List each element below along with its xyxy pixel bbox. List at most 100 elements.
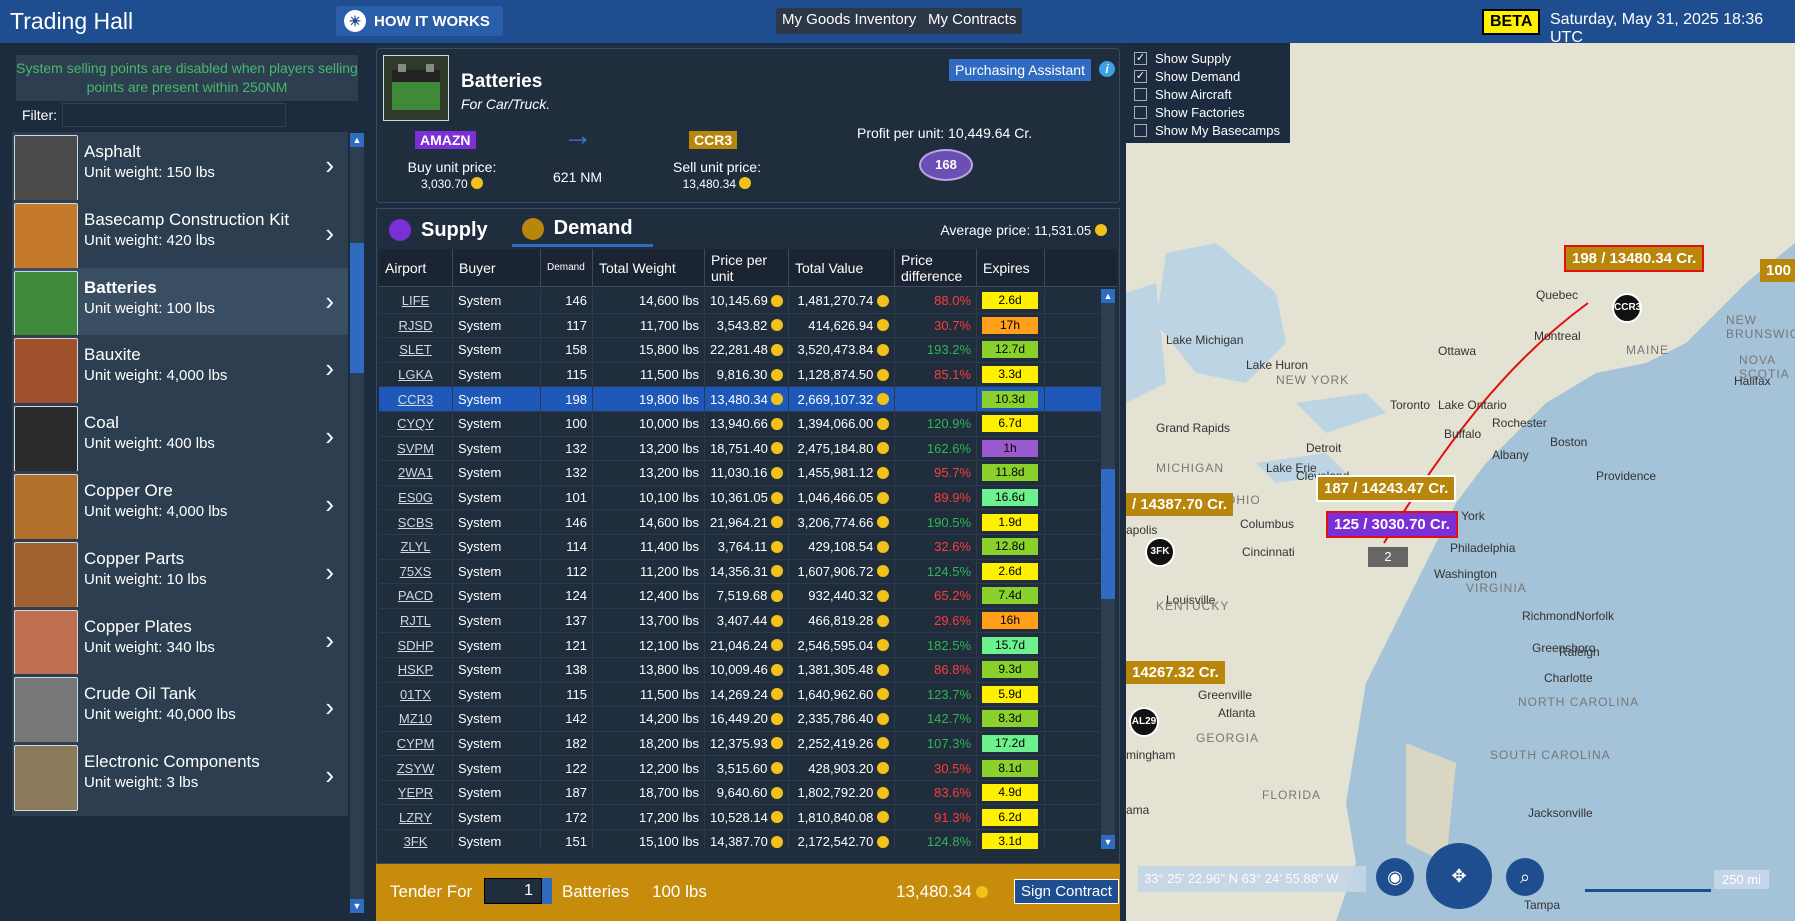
- goods-item[interactable]: Copper Parts Unit weight: 10 lbs ›: [12, 538, 348, 613]
- table-row[interactable]: ES0G System 101 10,100 lbs 10,361.05 1,046,4…: [379, 485, 1101, 511]
- table-row[interactable]: ZSYW System 122 12,200 lbs 3,515.60 428,903.…: [379, 756, 1101, 781]
- column-header[interactable]: Total Weight: [593, 249, 705, 286]
- goods-list-scrollbar[interactable]: ▲ ▼: [350, 133, 364, 913]
- goods-item[interactable]: Copper Ore Unit weight: 4,000 lbs ›: [12, 471, 348, 545]
- filter-input[interactable]: [62, 103, 286, 127]
- scrollbar-thumb[interactable]: [350, 243, 364, 373]
- airport-link[interactable]: RJTL: [379, 608, 453, 633]
- map-cluster-marker[interactable]: 2: [1368, 547, 1408, 567]
- table-row[interactable]: HSKP System 138 13,800 lbs 10,009.46 1,381,3…: [379, 657, 1101, 683]
- contracts-button[interactable]: My Contracts: [922, 8, 1023, 34]
- layer-toggle[interactable]: Show Factories: [1134, 103, 1282, 121]
- quantity-stepper[interactable]: [542, 878, 552, 904]
- table-scrollbar[interactable]: ▲ ▼: [1101, 289, 1115, 849]
- map-basecamp-marker[interactable]: 3FK: [1145, 537, 1175, 567]
- goods-item[interactable]: Basecamp Construction Kit Unit weight: 42…: [12, 199, 348, 274]
- goods-item[interactable]: Batteries Unit weight: 100 lbs ›: [12, 267, 348, 342]
- map-basecamp-marker[interactable]: CCR3: [1612, 293, 1642, 323]
- airport-link[interactable]: SCBS: [379, 510, 453, 534]
- route-map[interactable]: Quebec Montreal Ottawa Toronto Lake Ontario R…: [1126, 43, 1795, 921]
- scrollbar-thumb[interactable]: [1101, 469, 1115, 599]
- table-row[interactable]: LIFE System 146 14,600 lbs 10,145.69 1,481,2…: [379, 289, 1101, 314]
- table-row[interactable]: PACD System 124 12,400 lbs 7,519.68 932,440.…: [379, 584, 1101, 609]
- goods-item[interactable]: Electronic Components Unit weight: 3 lbs ›: [12, 742, 348, 817]
- table-row[interactable]: ZLYL System 114 11,400 lbs 3,764.11 429,108.…: [379, 534, 1101, 560]
- airport-link[interactable]: CYQY: [379, 411, 453, 436]
- airport-link[interactable]: ES0G: [379, 485, 453, 510]
- pan-control-icon[interactable]: ✥: [1426, 843, 1492, 909]
- checkbox-icon[interactable]: ✓: [1134, 69, 1147, 83]
- goods-item[interactable]: Bauxite Unit weight: 4,000 lbs ›: [12, 335, 348, 410]
- table-row[interactable]: LGKA System 115 11,500 lbs 9,816.30 1,128,87…: [379, 362, 1101, 388]
- airport-link[interactable]: RJSD: [379, 313, 453, 338]
- checkbox-icon[interactable]: [1134, 105, 1147, 119]
- table-row[interactable]: SVPM System 132 13,200 lbs 18,751.40 2,475,1…: [379, 436, 1101, 462]
- scroll-up-arrow-icon[interactable]: ▲: [350, 133, 364, 147]
- table-row[interactable]: 01TX System 115 11,500 lbs 14,269.24 1,640,9…: [379, 682, 1101, 708]
- table-row[interactable]: LZRY System 172 17,200 lbs 10,528.14 1,810,8…: [379, 805, 1101, 831]
- table-row[interactable]: RJTL System 137 13,700 lbs 3,407.44 466,819.…: [379, 608, 1101, 634]
- sign-contract-button[interactable]: Sign Contract: [1014, 879, 1119, 904]
- column-header[interactable]: Price difference: [895, 249, 977, 286]
- table-row[interactable]: SDHP System 121 12,100 lbs 21,046.24 2,546,5…: [379, 633, 1101, 658]
- layer-toggle[interactable]: ✓ Show Supply: [1134, 49, 1282, 67]
- airport-link[interactable]: 75XS: [379, 559, 453, 584]
- table-row[interactable]: MZ10 System 142 14,200 lbs 16,449.20 2,335,7…: [379, 707, 1101, 732]
- scroll-down-arrow-icon[interactable]: ▼: [1101, 835, 1115, 849]
- tender-quantity-input[interactable]: 1: [484, 878, 542, 904]
- map-basecamp-marker[interactable]: AL29: [1129, 707, 1159, 737]
- table-row[interactable]: CYPM System 182 18,200 lbs 12,375.93 2,252,4…: [379, 731, 1101, 757]
- purchasing-assistant-button[interactable]: Purchasing Assistant: [949, 59, 1091, 81]
- tab-demand[interactable]: Demand: [511, 217, 653, 247]
- goods-inventory-button[interactable]: My Goods Inventory: [776, 8, 923, 34]
- map-sell-tag[interactable]: 100: [1760, 259, 1795, 282]
- goods-item[interactable]: Copper Plates Unit weight: 340 lbs ›: [12, 606, 348, 681]
- table-row[interactable]: 3FK System 151 15,100 lbs 14,387.70 2,172,54…: [379, 830, 1101, 849]
- airport-link[interactable]: HSKP: [379, 657, 453, 682]
- table-row[interactable]: SLET System 158 15,800 lbs 22,281.48 3,520,4…: [379, 338, 1101, 363]
- scroll-up-arrow-icon[interactable]: ▲: [1101, 289, 1115, 303]
- column-header[interactable]: Total Value: [789, 249, 895, 286]
- layer-toggle[interactable]: Show Aircraft: [1134, 85, 1282, 103]
- airport-link[interactable]: MZ10: [379, 707, 453, 731]
- airport-link[interactable]: 2WA1: [379, 461, 453, 485]
- table-row[interactable]: 75XS System 112 11,200 lbs 14,356.31 1,607,9…: [379, 559, 1101, 585]
- tab-supply[interactable]: Supply: [389, 217, 496, 247]
- table-row[interactable]: CCR3 System 198 19,800 lbs 13,480.34 2,669,1…: [379, 387, 1101, 412]
- table-row[interactable]: 2WA1 System 132 13,200 lbs 11,030.16 1,455,9…: [379, 461, 1101, 486]
- layer-toggle[interactable]: Show My Basecamps: [1134, 121, 1282, 139]
- destination-airport-badge[interactable]: CCR3: [689, 131, 738, 149]
- airport-link[interactable]: PACD: [379, 584, 453, 608]
- map-buy-tag[interactable]: 125 / 3030.70 Cr.: [1326, 511, 1458, 538]
- airport-link[interactable]: CCR3: [379, 387, 453, 411]
- goods-item[interactable]: Asphalt Unit weight: 150 lbs ›: [12, 132, 348, 206]
- goods-item[interactable]: Crude Oil Tank Unit weight: 40,000 lbs ›: [12, 674, 348, 749]
- airport-link[interactable]: YEPR: [379, 780, 453, 805]
- table-row[interactable]: RJSD System 117 11,700 lbs 3,543.82 414,626.…: [379, 313, 1101, 339]
- airport-link[interactable]: LIFE: [379, 289, 453, 313]
- eye-icon[interactable]: ◉: [1376, 858, 1414, 896]
- goods-item[interactable]: Coal Unit weight: 400 lbs ›: [12, 403, 348, 478]
- column-header[interactable]: Demand: [541, 249, 593, 286]
- map-sell-tag[interactable]: 198 / 13480.34 Cr.: [1564, 245, 1705, 272]
- table-row[interactable]: YEPR System 187 18,700 lbs 9,640.60 1,802,79…: [379, 780, 1101, 806]
- table-row[interactable]: CYQY System 100 10,000 lbs 13,940.66 1,394,0…: [379, 411, 1101, 437]
- map-sell-tag[interactable]: 187 / 14243.47 Cr.: [1316, 475, 1457, 502]
- checkbox-icon[interactable]: [1134, 123, 1147, 137]
- airport-link[interactable]: SLET: [379, 338, 453, 362]
- scroll-down-arrow-icon[interactable]: ▼: [350, 899, 364, 913]
- column-header[interactable]: Buyer: [453, 249, 541, 286]
- airport-link[interactable]: CYPM: [379, 731, 453, 756]
- checkbox-icon[interactable]: ✓: [1134, 51, 1147, 65]
- column-header[interactable]: Expires: [977, 249, 1045, 286]
- airport-link[interactable]: LGKA: [379, 362, 453, 387]
- airport-link[interactable]: SDHP: [379, 633, 453, 657]
- quantity-badge[interactable]: 168: [919, 149, 973, 181]
- airport-link[interactable]: 3FK: [379, 830, 453, 849]
- map-sell-tag[interactable]: / 14387.70 Cr.: [1126, 493, 1234, 516]
- map-sell-tag[interactable]: 14267.32 Cr.: [1126, 661, 1225, 684]
- column-header[interactable]: Airport: [379, 249, 453, 286]
- how-it-works-button[interactable]: ☀ HOW IT WORKS: [336, 6, 503, 36]
- airport-link[interactable]: SVPM: [379, 436, 453, 461]
- table-row[interactable]: SCBS System 146 14,600 lbs 21,964.21 3,206,7…: [379, 510, 1101, 535]
